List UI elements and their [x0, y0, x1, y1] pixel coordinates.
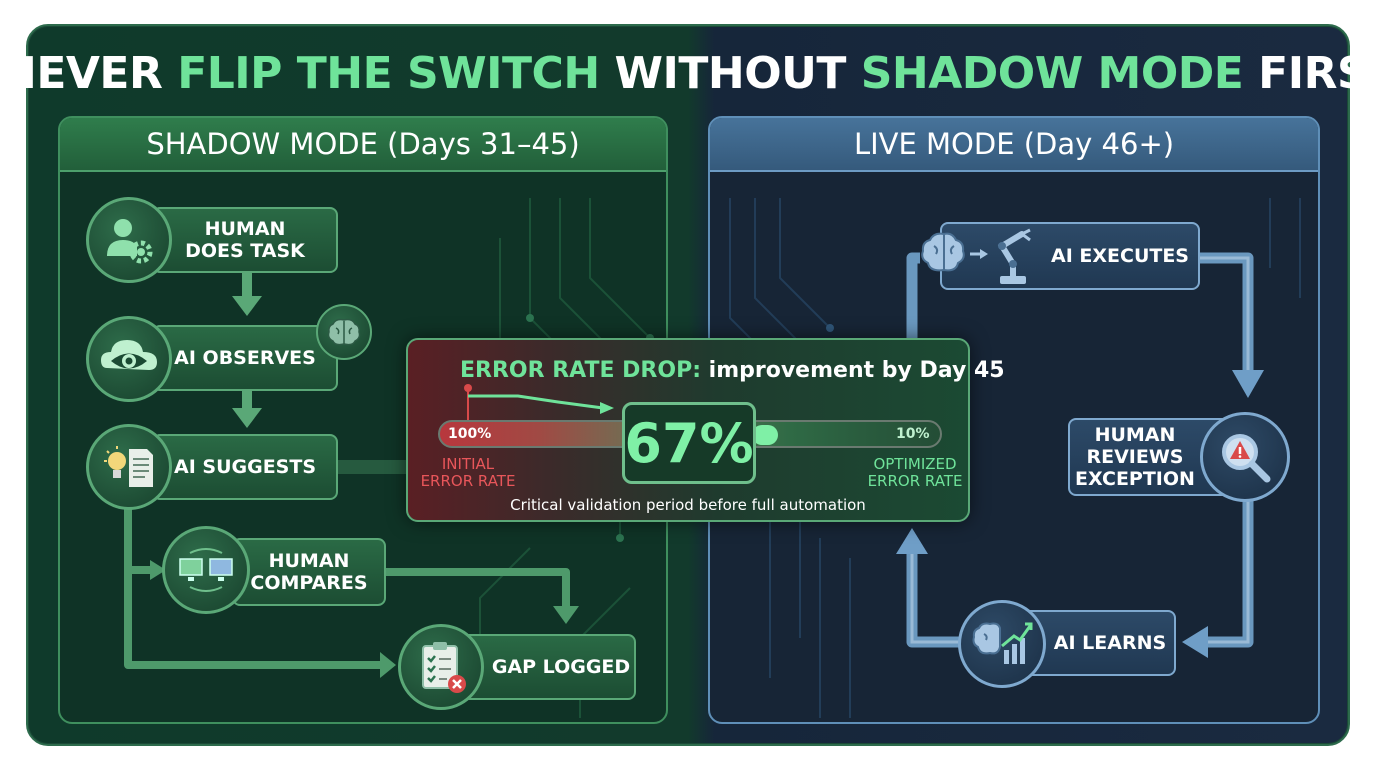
step-label: HUMAN [268, 550, 350, 572]
step-ai-suggests: AI SUGGESTS [152, 434, 338, 500]
improvement-percent: 67% [622, 402, 756, 484]
trend-line [464, 384, 614, 420]
live-mode-heading: LIVE MODE (Day 46+) [710, 118, 1318, 172]
step-label: AI SUGGESTS [174, 456, 316, 478]
brain-icon [316, 304, 372, 360]
error-card-note: Critical validation period before full a… [510, 496, 866, 514]
step-label: HUMAN [204, 218, 286, 240]
lightbulb-document-icon [86, 424, 172, 510]
step-label: EXCEPTION [1075, 468, 1195, 490]
magnifier-warning-icon [1200, 412, 1290, 502]
initial-error-rate-caption: INITIAL ERROR RATE [418, 456, 518, 490]
error-card-title-highlight: ERROR RATE DROP: [460, 358, 701, 383]
title-part-3: WITHOUT [599, 48, 861, 99]
error-card-title: ERROR RATE DROP: improvement by Day 45 [460, 358, 1005, 383]
error-rate-bar-marker [752, 425, 778, 445]
step-label: DOES TASK [185, 240, 305, 262]
caption-line: ERROR RATE [867, 472, 963, 490]
caption-line: ERROR RATE [420, 472, 516, 490]
error-card-title-rest: improvement by Day 45 [701, 358, 1005, 383]
step-label: GAP LOGGED [491, 656, 631, 678]
title-part-4: SHADOW MODE [860, 48, 1244, 99]
shadow-mode-heading: SHADOW MODE (Days 31–45) [60, 118, 666, 172]
title-part-5: FIRST. [1258, 48, 1376, 99]
step-label: HUMAN [1094, 424, 1176, 446]
step-label: COMPARES [250, 572, 368, 594]
main-title: NEVER FLIP THE SWITCH WITHOUT SHADOW MOD… [0, 48, 1376, 99]
caption-line: INITIAL [441, 455, 495, 473]
end-value: 10% [896, 426, 930, 442]
start-value: 100% [448, 426, 492, 442]
monitors-compare-icon [162, 526, 250, 614]
step-label: AI OBSERVES [174, 347, 316, 369]
step-ai-observes: AI OBSERVES [152, 325, 338, 391]
caption-line: OPTIMIZED [873, 455, 957, 473]
person-gear-icon [86, 197, 172, 283]
step-label: AI EXECUTES [1051, 245, 1189, 267]
brain-robot-arm-icon [912, 224, 1052, 288]
optimized-error-rate-caption: OPTIMIZED ERROR RATE [860, 456, 970, 490]
step-label: AI LEARNS [1053, 632, 1167, 654]
step-human-compares: HUMAN COMPARES [232, 538, 386, 606]
error-rate-card: ERROR RATE DROP: improvement by Day 45 1… [406, 338, 1005, 522]
step-human-does-task: HUMAN DOES TASK [152, 207, 338, 273]
title-part-2: FLIP THE SWITCH [177, 48, 600, 99]
step-gap-logged: GAP LOGGED [456, 634, 636, 700]
eye-cloud-icon [86, 316, 172, 402]
brain-chart-icon [958, 600, 1046, 688]
step-label: REVIEWS [1086, 446, 1184, 468]
clipboard-checklist-icon [398, 624, 484, 710]
title-part-1: NEVER [0, 48, 178, 99]
